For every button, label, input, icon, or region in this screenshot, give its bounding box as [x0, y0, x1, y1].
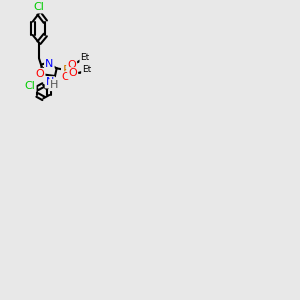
Text: O: O [61, 72, 70, 82]
Text: O: O [36, 69, 44, 79]
Text: O: O [67, 60, 76, 70]
Text: N: N [45, 59, 53, 69]
Text: Cl: Cl [34, 2, 44, 12]
Text: O: O [68, 68, 77, 78]
Text: Et: Et [82, 65, 91, 74]
Text: P: P [62, 64, 70, 76]
Text: H: H [50, 80, 58, 90]
Text: Cl: Cl [25, 81, 35, 91]
Text: N: N [46, 77, 54, 87]
Text: Et: Et [80, 53, 90, 62]
